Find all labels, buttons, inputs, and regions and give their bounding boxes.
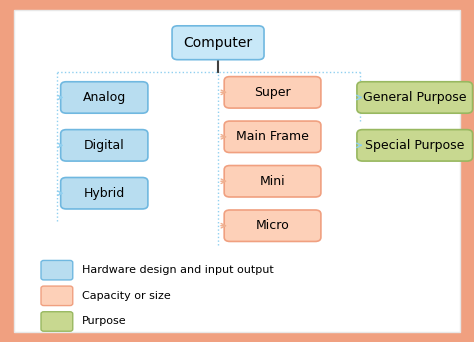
Text: Special Purpose: Special Purpose xyxy=(365,139,465,152)
Text: Super: Super xyxy=(254,86,291,99)
FancyBboxPatch shape xyxy=(224,210,321,241)
FancyBboxPatch shape xyxy=(41,286,73,306)
Text: Hardware design and input output: Hardware design and input output xyxy=(82,265,273,275)
FancyBboxPatch shape xyxy=(41,312,73,331)
FancyBboxPatch shape xyxy=(41,261,73,280)
Text: Mini: Mini xyxy=(260,175,285,188)
Text: Capacity or size: Capacity or size xyxy=(82,291,171,301)
Text: Purpose: Purpose xyxy=(82,316,127,327)
FancyBboxPatch shape xyxy=(61,177,148,209)
FancyBboxPatch shape xyxy=(61,82,148,113)
Text: Computer: Computer xyxy=(183,36,253,50)
FancyBboxPatch shape xyxy=(357,82,473,113)
FancyBboxPatch shape xyxy=(14,10,460,332)
FancyBboxPatch shape xyxy=(224,166,321,197)
FancyBboxPatch shape xyxy=(224,121,321,153)
FancyBboxPatch shape xyxy=(224,77,321,108)
Text: General Purpose: General Purpose xyxy=(363,91,466,104)
Text: Main Frame: Main Frame xyxy=(236,130,309,143)
Text: Analog: Analog xyxy=(82,91,126,104)
Text: Digital: Digital xyxy=(84,139,125,152)
Text: Micro: Micro xyxy=(255,219,290,232)
FancyBboxPatch shape xyxy=(357,130,473,161)
FancyBboxPatch shape xyxy=(172,26,264,60)
Text: Hybrid: Hybrid xyxy=(83,187,125,200)
FancyBboxPatch shape xyxy=(61,130,148,161)
